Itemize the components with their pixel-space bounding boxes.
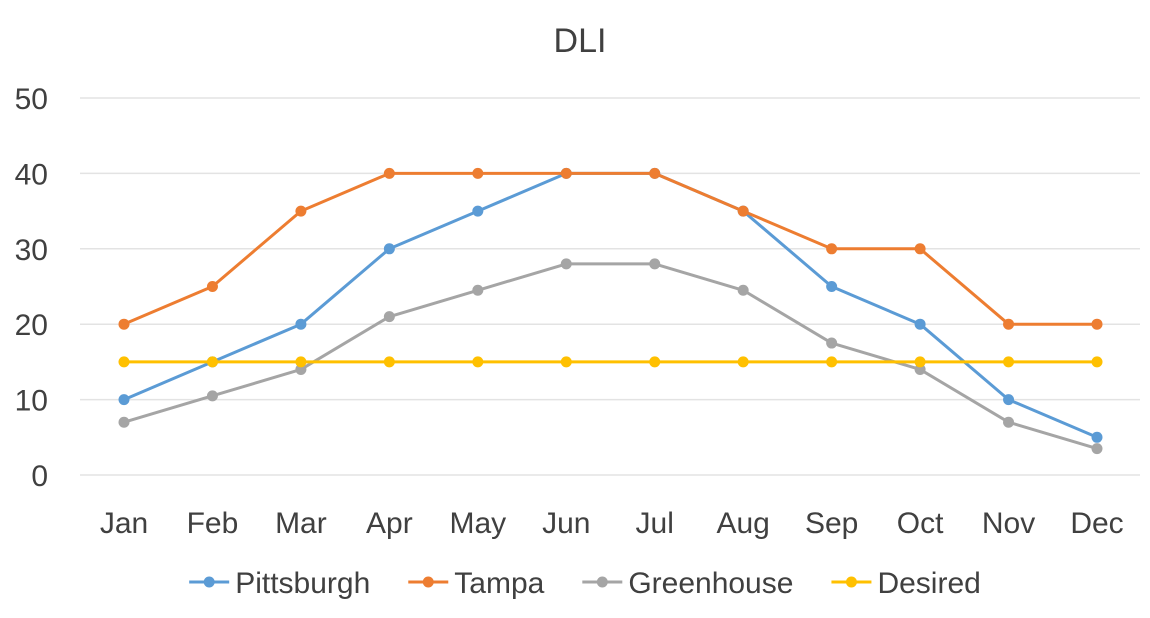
data-point-desired [206,356,218,368]
x-tick-label: May [449,507,506,540]
data-point-tampa [649,167,661,179]
data-point-desired [383,356,395,368]
series-greenhouse [118,258,1103,455]
y-tick-label: 20 [15,309,48,342]
data-point-greenhouse [118,416,130,428]
legend-label: Pittsburgh [235,567,370,600]
data-point-pittsburgh [472,205,484,217]
data-point-tampa [914,243,926,255]
data-point-desired [737,356,749,368]
y-tick-label: 0 [31,460,48,493]
data-point-tampa [1091,318,1103,330]
data-point-desired [1091,356,1103,368]
legend: Pittsburgh Tampa Greenhouse Desired [189,567,981,600]
data-point-tampa [826,243,838,255]
series-line-pittsburgh [122,171,1099,439]
legend-label: Tampa [454,567,544,600]
data-point-pittsburgh [383,243,395,255]
data-point-greenhouse [206,390,218,402]
data-point-pittsburgh [914,318,926,330]
legend-swatch-marker [422,576,434,588]
x-tick-label: Apr [366,507,413,540]
legend-swatch-marker [596,576,608,588]
x-tick-label: Oct [897,507,944,540]
data-point-greenhouse [383,311,395,323]
y-tick-label: 30 [15,234,48,267]
data-point-pittsburgh [1003,394,1015,406]
series-lines [118,167,1103,455]
x-tick-label: Aug [716,507,769,540]
y-tick-label: 50 [15,83,48,116]
legend-swatch-marker [203,576,215,588]
legend-item-tampa: Tampa [408,567,545,600]
legend-label: Greenhouse [628,567,793,600]
x-tick-label: Nov [982,507,1035,540]
legend-swatch-marker [845,576,857,588]
series-line-tampa [122,171,1099,326]
data-point-pittsburgh [295,318,307,330]
y-axis-tick-labels: 0 10 20 30 40 50 [15,83,48,493]
x-tick-label: Sep [805,507,858,540]
data-point-desired [295,356,307,368]
data-point-pittsburgh [826,281,838,292]
x-tick-label: Feb [187,507,239,540]
data-point-desired [472,356,484,368]
data-point-tampa [472,167,484,179]
data-point-greenhouse [649,258,661,270]
data-point-desired [118,356,130,368]
y-tick-label: 10 [15,385,48,418]
data-point-desired [1003,356,1015,368]
x-tick-label: Jun [542,507,590,540]
data-point-greenhouse [914,363,926,375]
data-point-desired [826,356,838,368]
legend-item-desired: Desired [831,567,981,600]
series-tampa [118,167,1103,330]
x-tick-label: Jul [636,507,674,540]
series-pittsburgh [118,167,1103,443]
data-point-tampa [206,281,218,292]
data-point-greenhouse [295,363,307,375]
data-point-pittsburgh [1091,431,1103,443]
chart-title: DLI [554,22,607,60]
data-point-tampa [295,205,307,217]
data-point-pittsburgh [118,394,130,406]
data-point-tampa [118,318,130,330]
series-desired [118,356,1103,368]
data-point-desired [560,356,572,368]
data-point-desired [914,356,926,368]
legend-item-greenhouse: Greenhouse [582,567,793,600]
series-line-greenhouse [122,262,1099,451]
data-point-tampa [737,205,749,217]
data-point-tampa [1003,318,1015,330]
x-tick-label: Dec [1070,507,1123,540]
gridlines [80,97,1140,476]
data-point-desired [649,356,661,368]
data-point-greenhouse [1091,443,1103,455]
x-tick-label: Jan [100,507,148,540]
data-point-tampa [560,167,572,179]
data-point-greenhouse [737,284,749,296]
data-point-tampa [383,167,395,179]
data-point-greenhouse [472,284,484,296]
data-point-greenhouse [1003,416,1015,428]
y-tick-label: 40 [15,158,48,191]
data-point-greenhouse [826,337,838,349]
legend-label: Desired [877,567,980,600]
legend-item-pittsburgh: Pittsburgh [189,567,370,600]
data-point-greenhouse [560,258,572,270]
x-axis-tick-labels: Jan Feb Mar Apr May Jun Jul Aug Sep Oct Nov Dec [100,507,1124,540]
x-tick-label: Mar [275,507,327,540]
